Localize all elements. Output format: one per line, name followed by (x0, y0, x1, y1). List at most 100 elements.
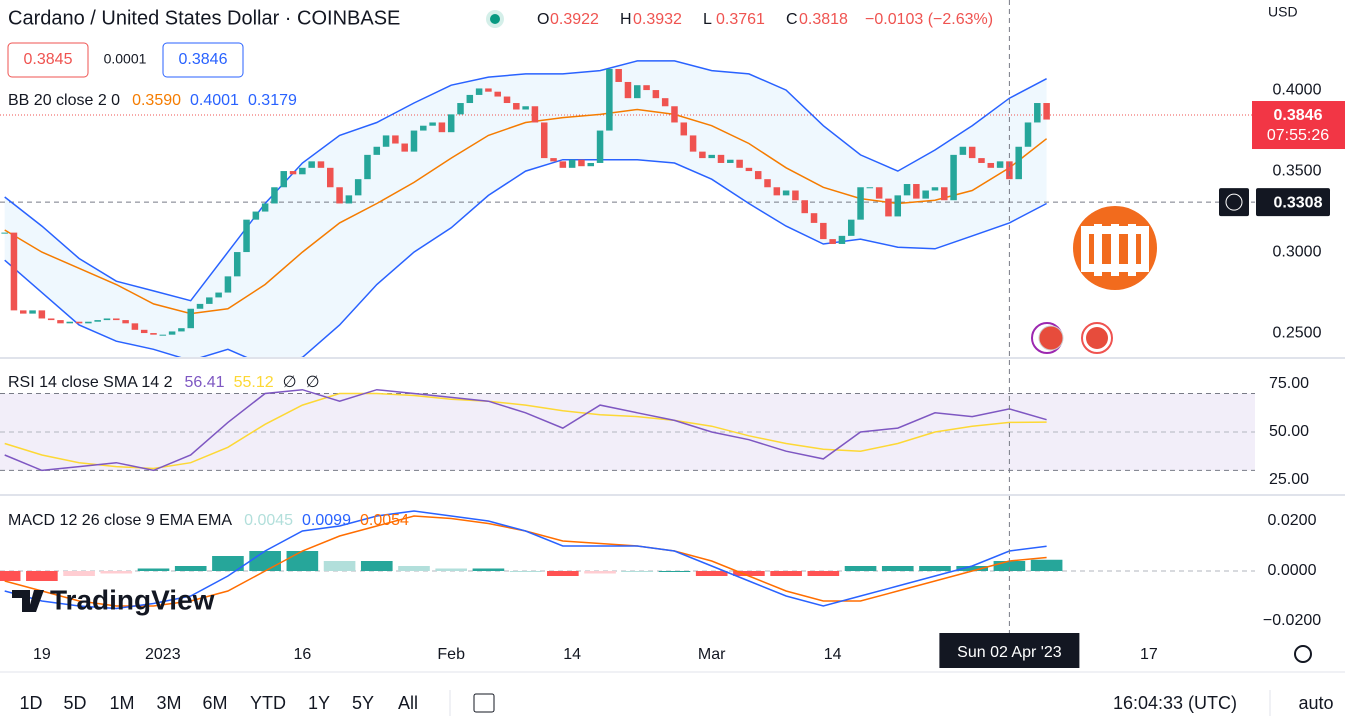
candle (354, 179, 362, 196)
range-button[interactable]: 1M (109, 693, 134, 713)
candle (187, 308, 194, 329)
indicator-value: 55.12 (234, 374, 274, 391)
rsi-line (4, 388, 1047, 472)
buy-button[interactable] (162, 42, 244, 78)
candle (885, 198, 892, 217)
add-button[interactable] (1219, 188, 1249, 217)
macd-histogram (733, 571, 765, 576)
candle (624, 81, 632, 99)
candle (559, 161, 567, 168)
candle (243, 219, 250, 253)
candle (150, 333, 157, 335)
macd-histogram (398, 566, 430, 571)
candle (782, 190, 790, 196)
candle (978, 158, 985, 163)
indicator-label[interactable]: RSI 14 close SMA 14 2 (8, 374, 173, 391)
indicator-legends: BB 20 close 2 0 0.3590 0.4001 0.3179 RSI 14 … (8, 92, 409, 529)
candle (1015, 146, 1022, 180)
candle (1034, 103, 1041, 123)
candle (680, 122, 688, 136)
candle (708, 154, 715, 159)
candle (131, 323, 139, 330)
price-tick-label: 0.4000 (1273, 81, 1322, 98)
price-change: −0.0103 (−2.63%) (865, 11, 993, 28)
range-button[interactable]: 5D (63, 693, 86, 713)
event-flag (1038, 325, 1064, 351)
range-button[interactable]: YTD (250, 693, 286, 713)
range-button[interactable]: 3M (156, 693, 181, 713)
candle (1, 232, 8, 234)
indicator-value: ∅ (306, 374, 320, 391)
ohlc-key: L (703, 11, 712, 28)
range-button[interactable]: 5Y (352, 693, 374, 713)
candle (866, 187, 874, 189)
range-button[interactable]: 6M (202, 693, 227, 713)
candle (1043, 103, 1050, 120)
candle (847, 219, 855, 236)
candle (103, 318, 111, 321)
settings-icon[interactable] (1294, 645, 1312, 663)
symbol-title[interactable]: Cardano / United States Dollar · COINBAS… (8, 7, 400, 29)
event-flag (1086, 327, 1108, 349)
range-button[interactable]: All (398, 693, 418, 713)
crosshair-date: Sun 02 Apr '23 (957, 644, 1062, 661)
candle (829, 239, 836, 244)
candle (168, 331, 176, 335)
rsi-sma (4, 392, 1047, 470)
market-status-dot (490, 14, 500, 24)
indicator-value: 0.3179 (248, 92, 297, 109)
candle (10, 232, 18, 311)
last-price-tag (1252, 101, 1345, 150)
indicator-label[interactable]: BB 20 close 2 0 (8, 92, 120, 109)
scale-mode[interactable]: auto (1298, 693, 1333, 713)
macd-histogram (360, 561, 393, 571)
candle (643, 85, 650, 91)
range-button[interactable]: 1D (19, 693, 42, 713)
currency-menu[interactable]: USD (1268, 4, 1298, 20)
macd-histogram (695, 571, 728, 576)
candle (57, 320, 64, 324)
macd-histogram (137, 568, 170, 571)
candle (801, 200, 808, 214)
ask-price: 0.3846 (179, 51, 228, 68)
candle (606, 69, 613, 131)
axes: 0.4000 0.3500 0.3000 0.2500 75.00 50.00 25.00 0… (33, 0, 1345, 668)
macd-histogram (249, 551, 281, 571)
add-icon (1225, 193, 1243, 211)
date-range-icon[interactable] (473, 693, 495, 713)
bb-lower (4, 158, 1047, 358)
candle (1006, 161, 1013, 180)
macd-histogram (0, 571, 21, 581)
macd-histogram (323, 561, 356, 571)
candle (94, 320, 101, 322)
candle (75, 321, 83, 324)
candle (941, 187, 948, 201)
sell-button[interactable] (7, 42, 89, 78)
time-tick-label: Feb (437, 646, 465, 663)
indicator-value: 0.3590 (132, 92, 181, 109)
candle (689, 135, 697, 152)
macd-histogram (770, 571, 802, 576)
candle (38, 310, 46, 319)
candle (745, 167, 753, 172)
candle (429, 122, 436, 126)
macd-histogram (286, 551, 319, 571)
indicator-label[interactable]: MACD 12 26 close 9 EMA EMA (8, 512, 232, 529)
price-tick-label: 0.2500 (1273, 324, 1322, 341)
indicator-value: 0.0054 (360, 512, 409, 529)
clock[interactable]: 16:04:33 (UTC) (1113, 693, 1237, 713)
macd-tick-label: 0.0200 (1268, 512, 1317, 529)
indicator-value: ∅ (283, 374, 297, 391)
range-button[interactable]: 1Y (308, 693, 330, 713)
time-tick-label: 19 (33, 646, 51, 663)
rsi-tick-label: 75.00 (1269, 375, 1309, 392)
last-price: 0.3846 (1274, 107, 1323, 124)
candle (661, 98, 669, 107)
ohlc-value: 0.3932 (633, 11, 682, 28)
candle (29, 310, 36, 314)
candle (820, 222, 827, 240)
candle (1024, 122, 1032, 147)
ohlc-key: H (620, 11, 632, 28)
macd-histogram (547, 571, 579, 576)
